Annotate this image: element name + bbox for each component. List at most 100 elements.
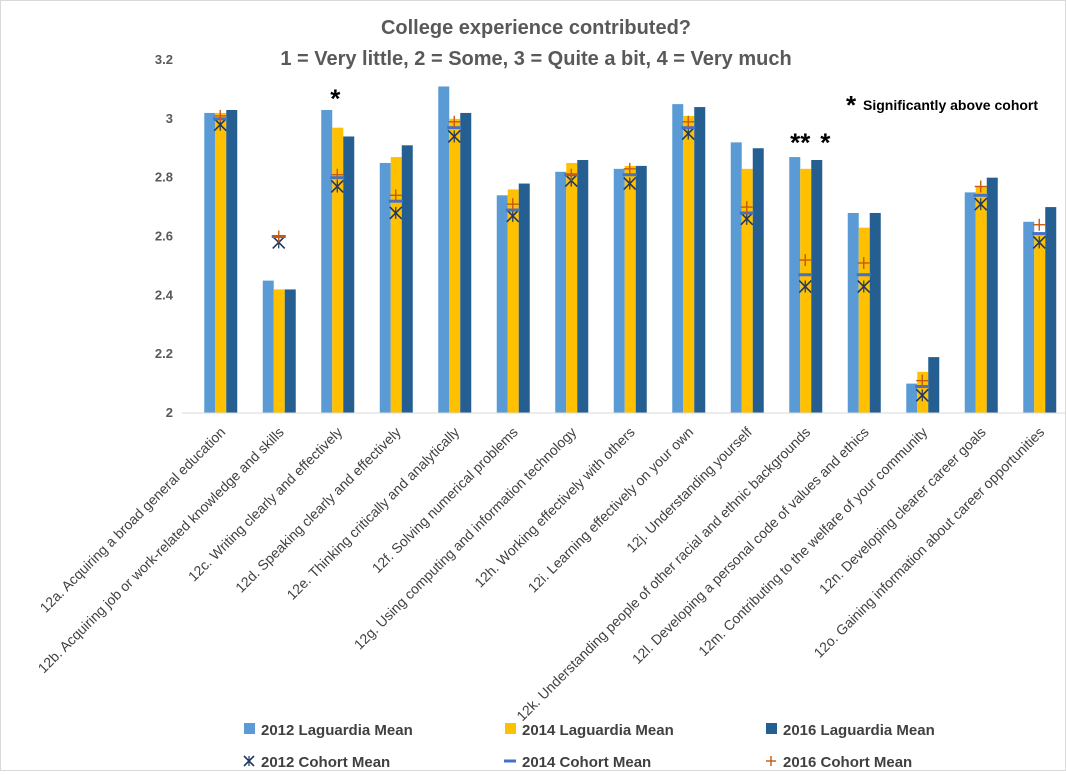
cohort-marker	[448, 115, 461, 128]
significance-note: * Significantly above cohort	[846, 90, 1038, 120]
bar	[789, 157, 801, 413]
legend-item: 2012 Cohort Mean	[243, 754, 390, 771]
cohort-marker	[915, 388, 929, 402]
cohort-marker	[974, 180, 987, 193]
legend-item: 2016 Cohort Mean	[766, 754, 912, 771]
significance-note-text: Significantly above cohort	[863, 97, 1038, 113]
legend-label: 2016 Cohort Mean	[783, 754, 912, 770]
significance-star: *	[820, 128, 831, 158]
bar	[730, 142, 742, 413]
bar	[401, 145, 413, 413]
cohort-marker	[857, 256, 870, 269]
bar	[869, 212, 881, 413]
cohort-marker	[857, 279, 871, 294]
cohort-marker	[389, 189, 402, 202]
legend-label: 2012 Laguardia Mean	[261, 722, 413, 739]
bar	[343, 136, 355, 413]
x-tick-label: 12b. Acquiring job or work-related knowl…	[35, 424, 287, 676]
cohort-marker	[623, 162, 636, 175]
marker-group	[213, 109, 1047, 402]
legend-label: 2012 Cohort Mean	[261, 754, 390, 770]
bar	[577, 160, 589, 413]
bar	[321, 110, 333, 413]
cohort-marker	[623, 176, 637, 191]
chart-subtitle: 1 = Very little, 2 = Some, 3 = Quite a b…	[280, 48, 791, 70]
y-tick-label: 2.4	[155, 287, 174, 302]
y-tick-label: 3	[166, 111, 173, 126]
legend-item: 2016 Laguardia Mean	[766, 722, 935, 739]
bar-group	[204, 86, 1057, 414]
legend-swatch	[243, 755, 255, 767]
cohort-marker	[272, 230, 285, 243]
bar	[390, 157, 402, 413]
bar	[906, 383, 918, 413]
bar	[226, 110, 238, 413]
cohort-marker	[682, 115, 695, 128]
legend-item: 2014 Cohort Mean	[504, 754, 651, 771]
significance-annotations: *** *	[330, 83, 831, 157]
cohort-marker	[740, 201, 753, 214]
bar	[507, 189, 519, 413]
cohort-marker	[740, 212, 754, 226]
cohort-marker	[389, 206, 403, 220]
significance-note-symbol: *	[846, 90, 857, 120]
legend-label: 2014 Laguardia Mean	[522, 722, 674, 739]
bar	[635, 165, 647, 413]
y-tick-label: 2.6	[155, 229, 173, 244]
bar	[672, 104, 684, 413]
bar	[928, 357, 940, 413]
bar	[449, 118, 461, 413]
significance-star: *	[330, 83, 341, 113]
legend-item: 2012 Laguardia Mean	[244, 722, 413, 739]
bar	[566, 162, 578, 413]
x-tick-label: 12g. Using computing and information tec…	[351, 424, 580, 653]
legend: 2012 Laguardia Mean 2014 Laguardia Mean 20…	[243, 722, 935, 771]
y-axis: 2 2.2 2.4 2.6 2.8 3 3.2	[155, 52, 174, 420]
bar	[811, 160, 823, 413]
bar	[262, 280, 274, 413]
legend-label: 2016 Laguardia Mean	[783, 722, 935, 739]
chart-title: College experience contributed?	[381, 17, 691, 39]
bar	[1045, 207, 1057, 413]
cohort-marker	[974, 197, 988, 211]
bar	[496, 195, 508, 413]
cohort-marker	[798, 279, 812, 294]
bar	[518, 183, 530, 413]
legend-item: 2014 Laguardia Mean	[505, 722, 674, 739]
bar	[741, 168, 753, 413]
bar	[975, 186, 987, 413]
bar	[555, 171, 567, 413]
bar	[284, 289, 296, 413]
cohort-marker	[681, 126, 695, 141]
cohort-marker	[506, 209, 520, 223]
legend-label: 2014 Cohort Mean	[522, 754, 651, 770]
bar	[379, 162, 391, 413]
bar	[847, 212, 859, 413]
bar	[752, 148, 764, 413]
cohort-marker	[565, 168, 578, 181]
bar	[438, 86, 450, 413]
cohort-marker	[330, 179, 344, 194]
y-tick-label: 2.2	[155, 346, 173, 361]
bar	[986, 177, 998, 413]
cohort-marker	[506, 198, 519, 211]
cohort-marker	[214, 109, 227, 122]
legend-swatch	[766, 756, 776, 766]
bar	[460, 112, 472, 413]
cohort-marker	[1032, 235, 1046, 249]
legend-swatch	[244, 723, 255, 734]
significance-star: **	[790, 128, 811, 158]
bar	[683, 115, 695, 414]
cohort-marker	[1033, 218, 1046, 231]
cohort-marker	[447, 129, 461, 144]
bar	[858, 227, 870, 413]
cohort-marker	[331, 168, 344, 181]
bar	[215, 112, 227, 413]
bar	[613, 168, 625, 413]
bar	[204, 112, 216, 413]
bar	[273, 289, 285, 413]
bar	[964, 192, 976, 413]
bar	[694, 107, 706, 414]
